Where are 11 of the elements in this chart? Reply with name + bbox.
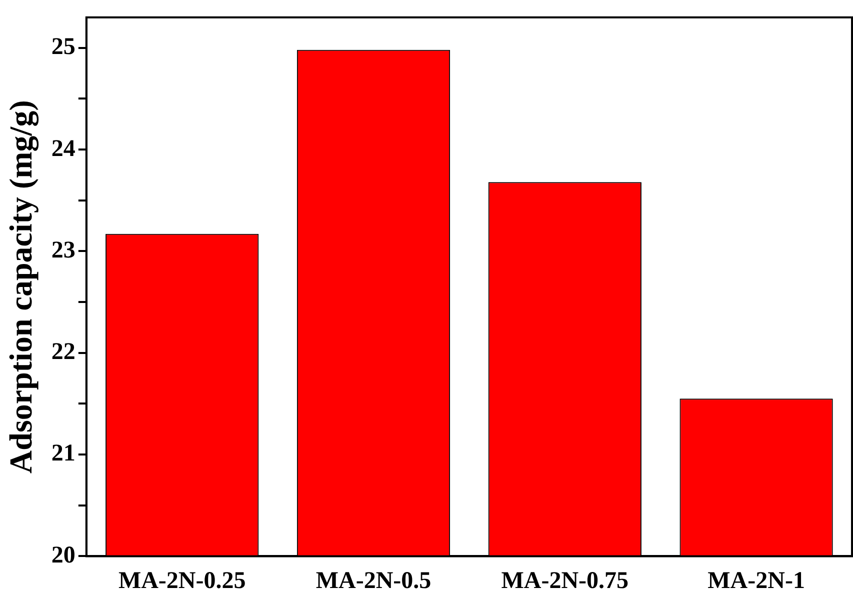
y-tick-label: 23: [51, 237, 76, 264]
y-tick-label: 25: [51, 34, 76, 60]
x-tick-label: MA-2N-1: [708, 568, 805, 594]
y-axis-title: Adsorption capacity (mg/g): [2, 100, 40, 474]
x-tick-label: MA-2N-0.5: [316, 568, 432, 594]
x-tick-label: MA-2N-0.75: [501, 568, 629, 594]
x-tick-label: MA-2N-0.25: [118, 568, 246, 594]
y-tick-label: 24: [51, 136, 76, 162]
y-tick-label: 21: [51, 440, 76, 467]
y-tick-label: 20: [51, 542, 76, 568]
y-tick-label: 22: [51, 339, 76, 366]
